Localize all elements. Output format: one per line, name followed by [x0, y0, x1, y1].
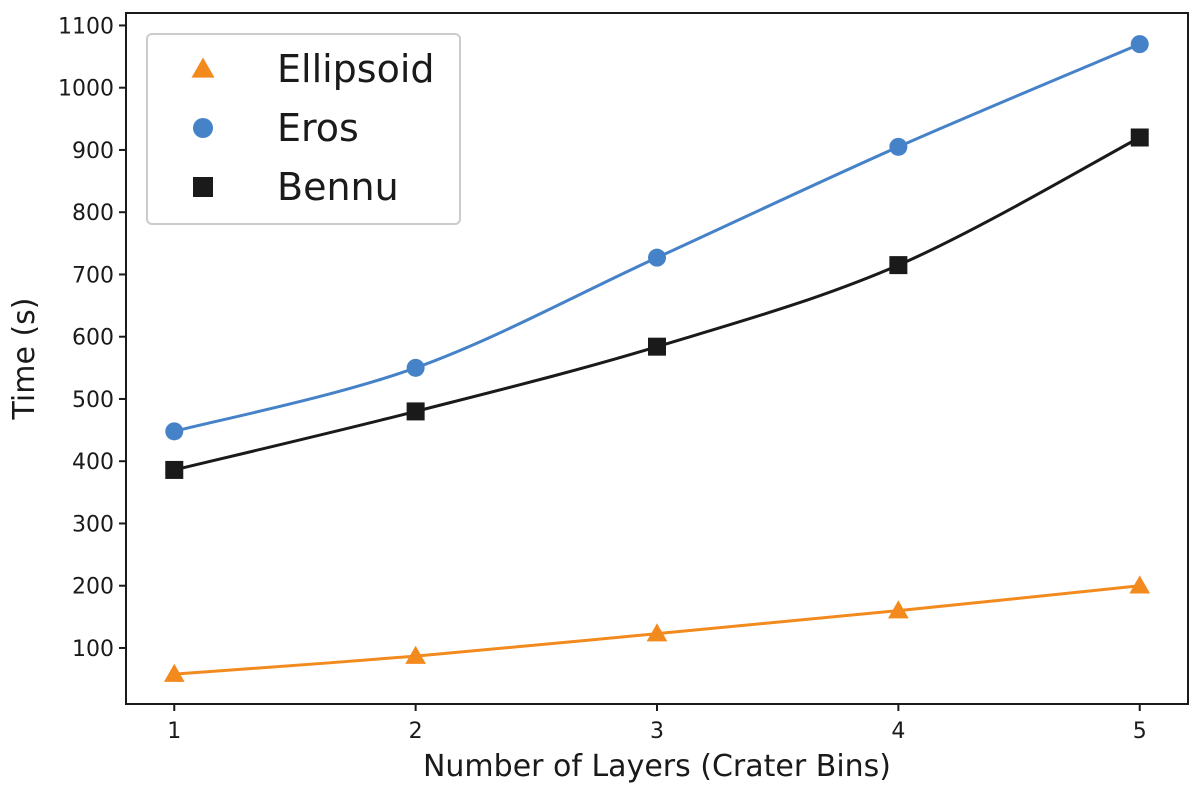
legend-marker-bennu — [193, 177, 213, 197]
legend-box — [146, 33, 461, 225]
y-tick-label: 800 — [72, 201, 114, 226]
data-point-ellipsoid — [163, 663, 185, 682]
x-axis-ticks: 1 2 3 4 5 — [167, 704, 1147, 744]
data-point-eros — [889, 137, 908, 156]
data-point-bennu — [1130, 128, 1149, 147]
y-tick-label: 600 — [72, 326, 114, 351]
y-tick-label: 700 — [72, 263, 114, 288]
y-tick-label: 200 — [72, 575, 114, 600]
data-point-ellipsoid — [405, 645, 426, 664]
series-eros — [165, 35, 1149, 441]
y-axis-ticks: 100 200 300 400 500 600 700 800 900 1000 1100 — [58, 14, 126, 662]
legend-label-bennu: Bennu — [277, 165, 399, 209]
y-tick-label: 900 — [72, 139, 114, 164]
y-axis-label: Time (s) — [7, 298, 42, 421]
legend-label-ellipsoid: Ellipsoid — [277, 47, 435, 91]
data-point-ellipsoid — [646, 623, 668, 642]
data-point-eros — [648, 248, 666, 267]
legend-marker-ellipsoid — [191, 57, 215, 78]
x-tick-label: 5 — [1133, 719, 1147, 744]
data-point-bennu — [165, 460, 184, 479]
data-point-bennu — [889, 256, 908, 275]
x-tick-label: 3 — [650, 719, 664, 744]
legend: Ellipsoid Eros Bennu — [146, 33, 461, 225]
data-point-bennu — [648, 337, 666, 356]
data-point-eros — [1130, 35, 1149, 54]
data-point-ellipsoid — [888, 600, 909, 619]
data-point-eros — [165, 422, 184, 441]
y-tick-label: 1100 — [58, 14, 114, 39]
x-axis-label: Number of Layers (Crater Bins) — [423, 749, 891, 784]
series-ellipsoid — [163, 575, 1151, 682]
y-tick-label: 100 — [72, 637, 114, 662]
data-point-ellipsoid — [1129, 575, 1151, 594]
x-tick-label: 4 — [891, 719, 905, 744]
y-tick-label: 400 — [72, 450, 114, 475]
legend-label-eros: Eros — [277, 106, 359, 150]
legend-marker-eros — [193, 118, 213, 138]
y-tick-label: 300 — [72, 512, 114, 537]
y-tick-label: 500 — [72, 388, 114, 413]
x-tick-label: 1 — [167, 719, 181, 744]
x-tick-label: 2 — [409, 719, 423, 744]
data-point-eros — [406, 358, 425, 377]
y-tick-label: 1000 — [58, 77, 114, 102]
data-point-bennu — [406, 402, 425, 421]
series-layer — [163, 35, 1151, 682]
series-bennu — [165, 128, 1149, 479]
